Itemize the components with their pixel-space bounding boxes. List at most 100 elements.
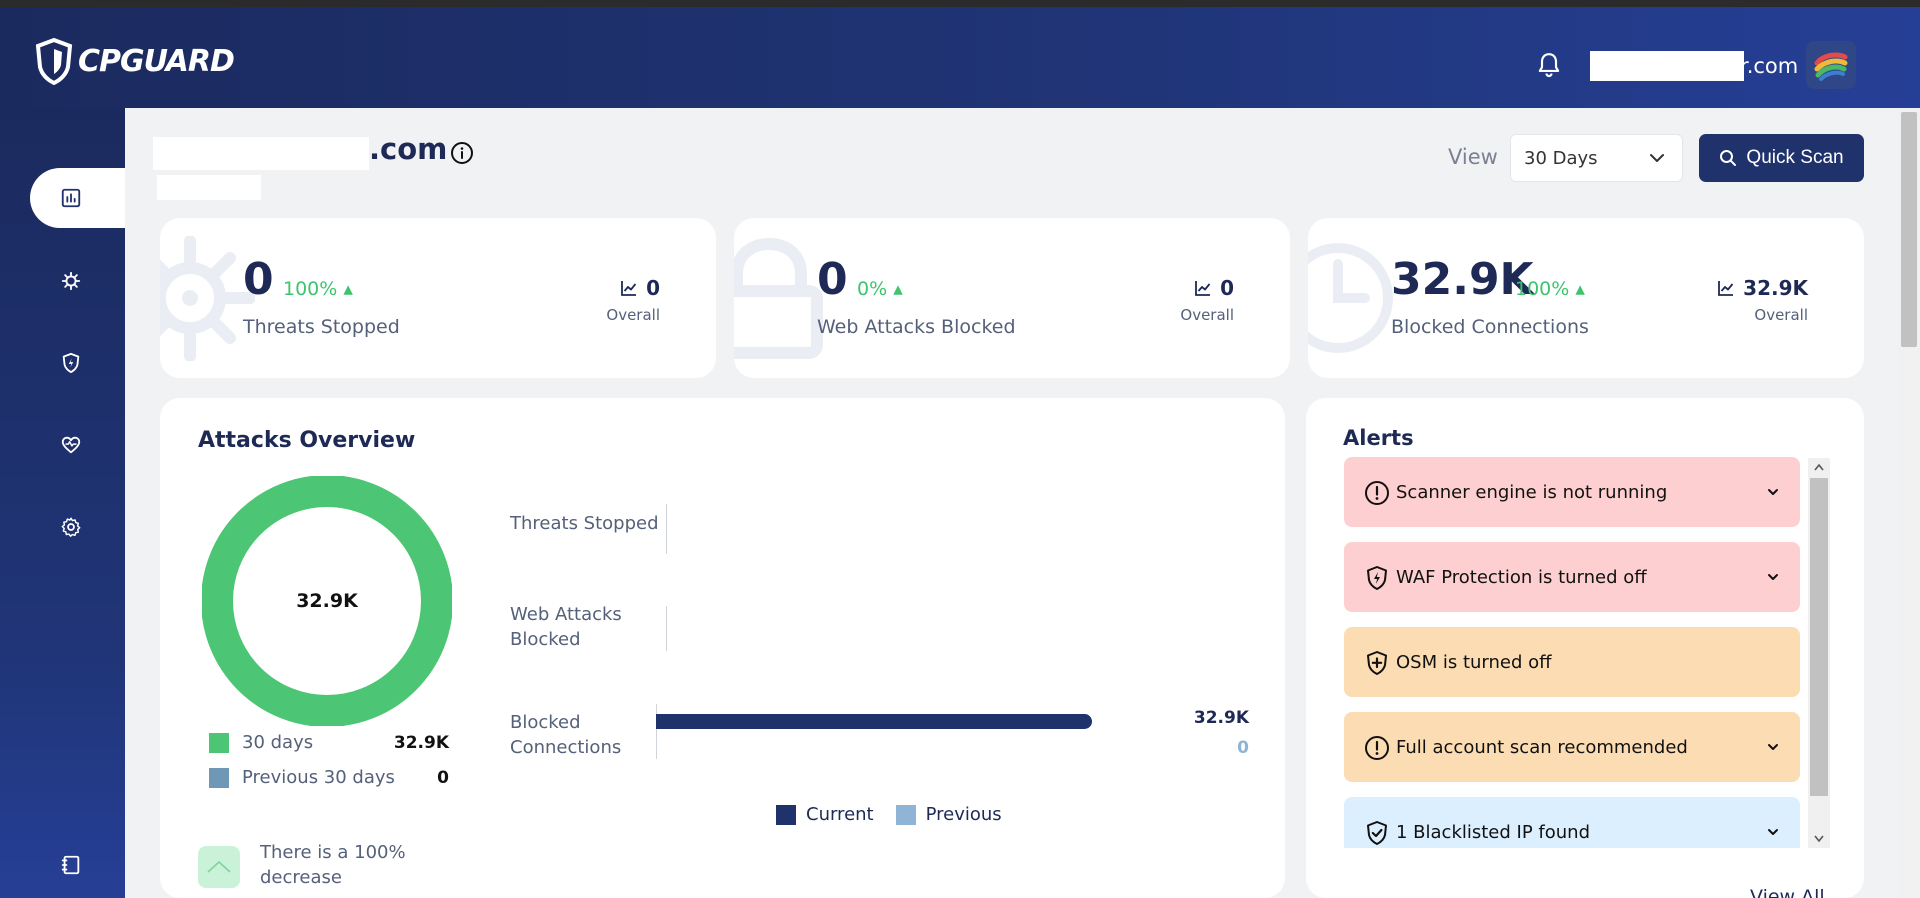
exclamation-circle-icon: [1365, 481, 1389, 505]
bar-category-label: Threats Stopped: [510, 513, 659, 534]
alert-text: 1 Blacklisted IP found: [1396, 821, 1591, 843]
sidebar-item-docs[interactable]: [30, 835, 125, 895]
legend-value: 32.9K: [393, 732, 449, 753]
legend-swatch-current: [209, 732, 229, 753]
bar-category-label: Blocked Connections: [510, 712, 622, 758]
sidebar: [0, 108, 125, 898]
stat-overall-label: Overall: [1180, 306, 1234, 324]
alert-item-osm[interactable]: OSM is turned off: [1344, 627, 1800, 697]
stat-overall: 32.9K Overall: [1717, 276, 1808, 324]
plus-shield-icon: [1367, 651, 1387, 675]
alerts-list-clip: [1306, 848, 1864, 898]
chevron-down-icon: [1768, 744, 1778, 750]
alerts-scroll-down[interactable]: [1810, 830, 1828, 848]
stat-value: 32.9K: [1391, 254, 1534, 305]
legend-label: Previous 30 days: [242, 767, 395, 788]
stat-change: 100% ▴: [1515, 278, 1585, 300]
view-all-link[interactable]: View All: [1750, 886, 1825, 898]
stat-overall: 0 Overall: [606, 276, 660, 324]
donut-ring-current: [202, 476, 452, 726]
stat-overall: 0 Overall: [1180, 276, 1234, 324]
legend-swatch-current: [776, 804, 796, 825]
bar-chart-legend: Current Previous: [776, 804, 1002, 825]
bar-current-blocked-connections: [656, 714, 1092, 729]
clock-watermark-icon: [1308, 243, 1393, 353]
stat-value: 0: [243, 254, 274, 305]
sidebar-item-dashboard[interactable]: [30, 168, 125, 228]
exclamation-circle-icon: [1365, 736, 1389, 760]
bar-axis-web-attacks: [666, 606, 667, 651]
bar-value-previous: 0: [1237, 738, 1249, 758]
chevron-down-icon: [1650, 154, 1664, 162]
chart-icon: [61, 188, 81, 208]
stat-change: 0% ▴: [857, 278, 903, 300]
browser-top-strip: [0, 0, 1920, 7]
alerts-scroll-up[interactable]: [1810, 458, 1828, 476]
alerts-scrollbar-thumb[interactable]: [1810, 478, 1828, 796]
view-period-select[interactable]: 30 Days: [1510, 134, 1683, 182]
page-title: .com: [369, 132, 448, 166]
sidebar-item-waf[interactable]: [30, 333, 125, 393]
page-scrollbar-thumb[interactable]: [1901, 112, 1917, 347]
alert-text: WAF Protection is turned off: [1396, 566, 1647, 588]
lightning-shield-icon: [1367, 566, 1387, 590]
attacks-overview-card: Attacks Overview 32.9K 30 days 32.9K Pre…: [160, 398, 1285, 898]
legend-label: 30 days: [242, 732, 314, 753]
stat-overall-value: 32.9K: [1743, 276, 1808, 300]
avatar-logo-icon: [1814, 52, 1848, 81]
stat-overall-value: 0: [1220, 276, 1234, 300]
chevron-down-icon: [1768, 829, 1778, 835]
stat-label: Blocked Connections: [1391, 316, 1589, 338]
chevron-down-icon: [1768, 574, 1778, 580]
lock-watermark-icon: [734, 237, 823, 359]
lightning-shield-icon: [62, 352, 80, 374]
legend-swatch-previous: [209, 767, 229, 788]
arrow-down-icon: [1814, 835, 1824, 843]
alerts-card: Alerts Scanner engine is not running WAF…: [1306, 398, 1864, 898]
avatar[interactable]: [1806, 41, 1856, 89]
bell-icon[interactable]: [1536, 51, 1562, 79]
stat-card-threats: 0 100% ▴ Threats Stopped 0 Overall: [160, 218, 716, 378]
arrow-up-icon: [1814, 463, 1824, 471]
virus-watermark-icon: [160, 236, 255, 361]
stat-card-blocked-connections: 32.9K 100% ▴ Blocked Connections 32.9K O…: [1308, 218, 1864, 378]
bar-category-label: Web Attacks Blocked: [510, 604, 622, 650]
legend-swatch-previous: [895, 804, 916, 825]
alert-item-scanner[interactable]: Scanner engine is not running: [1344, 457, 1800, 527]
quick-scan-button[interactable]: Quick Scan: [1699, 134, 1864, 182]
alerts-title: Alerts: [1343, 426, 1414, 450]
quick-scan-label: Quick Scan: [1746, 147, 1844, 168]
stat-overall-value: 0: [646, 276, 660, 300]
decrease-indicator: [198, 846, 240, 888]
stat-value: 0: [817, 254, 848, 305]
alert-item-full-scan[interactable]: Full account scan recommended: [1344, 712, 1800, 782]
bar-axis-blocked: [656, 704, 657, 759]
sidebar-item-health[interactable]: [30, 415, 125, 475]
stat-label: Threats Stopped: [243, 316, 400, 338]
page-title-redacted: [153, 137, 369, 170]
donut-center-value: 32.9K: [296, 590, 358, 612]
legend-current-label: Current: [806, 804, 874, 825]
legend-row-current: 30 days 32.9K: [209, 732, 449, 753]
info-icon[interactable]: [450, 141, 474, 165]
view-period-value: 30 Days: [1524, 147, 1598, 169]
alert-item-waf[interactable]: WAF Protection is turned off: [1344, 542, 1800, 612]
legend-value: 0: [437, 767, 449, 788]
stat-card-web-attacks: 0 0% ▴ Web Attacks Blocked 0 Overall: [734, 218, 1290, 378]
stat-label: Web Attacks Blocked: [817, 316, 1016, 338]
user-domain[interactable]: r.com: [1740, 54, 1799, 78]
view-label: View: [1448, 145, 1498, 169]
stat-overall-label: Overall: [606, 306, 660, 324]
attacks-donut-chart: [202, 476, 452, 726]
heart-pulse-icon: [61, 436, 81, 454]
alert-text: OSM is turned off: [1396, 651, 1552, 673]
cpguard-logo[interactable]: CPGUARD: [34, 33, 235, 89]
sidebar-item-threats[interactable]: [30, 251, 125, 311]
search-icon: [1720, 150, 1737, 166]
gear-icon: [61, 517, 81, 537]
sidebar-item-settings[interactable]: [30, 497, 125, 557]
stat-change: 100% ▴: [283, 278, 353, 300]
check-shield-icon: [1367, 821, 1387, 845]
legend-row-previous: Previous 30 days 0: [209, 767, 449, 788]
chevron-up-icon: [207, 861, 231, 873]
